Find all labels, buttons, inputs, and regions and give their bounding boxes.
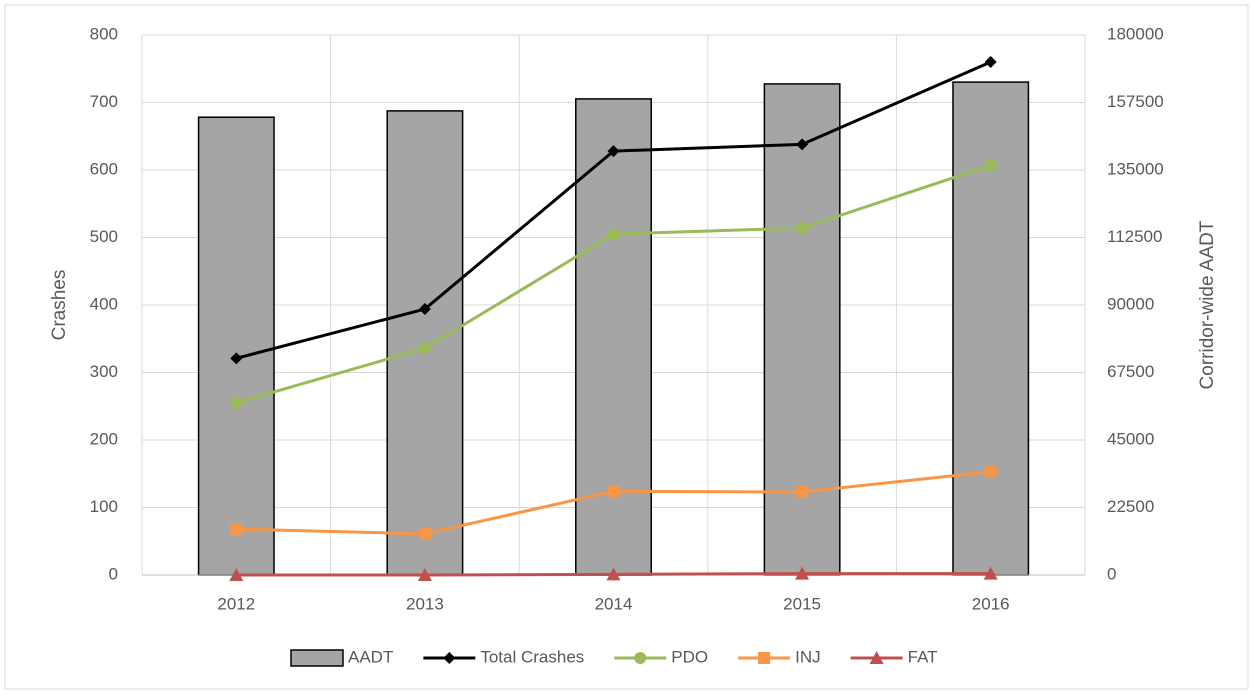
marker <box>607 485 620 498</box>
y-axis-label: Crashes <box>49 270 70 341</box>
legend-label: INJ <box>795 647 821 666</box>
y2-tick-label: 135000 <box>1107 159 1164 178</box>
y-tick-label: 300 <box>90 362 118 381</box>
marker <box>796 222 809 235</box>
y2-tick-label: 67500 <box>1107 362 1154 381</box>
marker <box>607 145 620 158</box>
bar <box>575 98 652 576</box>
legend-swatch <box>290 649 344 667</box>
y-tick-label: 700 <box>90 92 118 111</box>
y-tick-label: 0 <box>109 564 118 583</box>
bar <box>763 83 841 576</box>
x-tick-label: 2015 <box>783 594 821 613</box>
marker <box>758 652 771 664</box>
marker <box>796 138 809 151</box>
bar <box>197 116 275 576</box>
marker <box>417 568 432 581</box>
y2-tick-label: 0 <box>1107 564 1116 583</box>
y-tick-label: 500 <box>90 227 118 246</box>
y2-tick-label: 90000 <box>1107 294 1154 313</box>
marker <box>418 303 431 316</box>
marker <box>796 485 809 498</box>
marker <box>418 527 431 540</box>
marker <box>607 228 620 241</box>
marker <box>229 568 244 581</box>
y-tick-label: 800 <box>90 24 118 43</box>
y-tick-label: 600 <box>90 159 118 178</box>
marker <box>795 566 810 580</box>
marker <box>984 56 997 68</box>
legend-label: PDO <box>671 647 708 666</box>
y2-tick-label: 112500 <box>1107 227 1162 246</box>
y2-tick-label: 22500 <box>1107 497 1154 516</box>
x-tick-label: 2013 <box>406 594 444 613</box>
y2-axis-label: Corridor-wide AADT <box>1197 220 1218 389</box>
legend-label: AADT <box>348 647 393 666</box>
marker <box>418 342 431 355</box>
y-tick-label: 200 <box>90 429 118 448</box>
x-tick-label: 2014 <box>595 594 633 613</box>
marker <box>869 651 884 664</box>
y-tick-label: 400 <box>90 294 118 313</box>
marker <box>230 352 243 365</box>
marker <box>230 396 243 409</box>
marker <box>443 652 456 664</box>
y2-tick-label: 45000 <box>1107 429 1154 448</box>
legend: AADT Total Crashes PDO INJ FAT <box>290 647 938 667</box>
bar <box>952 81 1030 576</box>
marker <box>983 566 998 580</box>
y2-tick-label: 180000 <box>1107 24 1164 43</box>
marker <box>984 159 997 172</box>
y2-tick-label: 157500 <box>1107 92 1164 111</box>
legend-label: FAT <box>908 647 938 666</box>
x-tick-label: 2012 <box>217 594 255 613</box>
y-tick-label: 100 <box>90 497 118 516</box>
legend-label: Total Crashes <box>480 647 584 666</box>
x-tick-label: 2016 <box>972 594 1010 613</box>
marker <box>634 652 647 664</box>
marker <box>606 567 621 581</box>
marker <box>230 523 243 536</box>
marker <box>984 465 997 478</box>
